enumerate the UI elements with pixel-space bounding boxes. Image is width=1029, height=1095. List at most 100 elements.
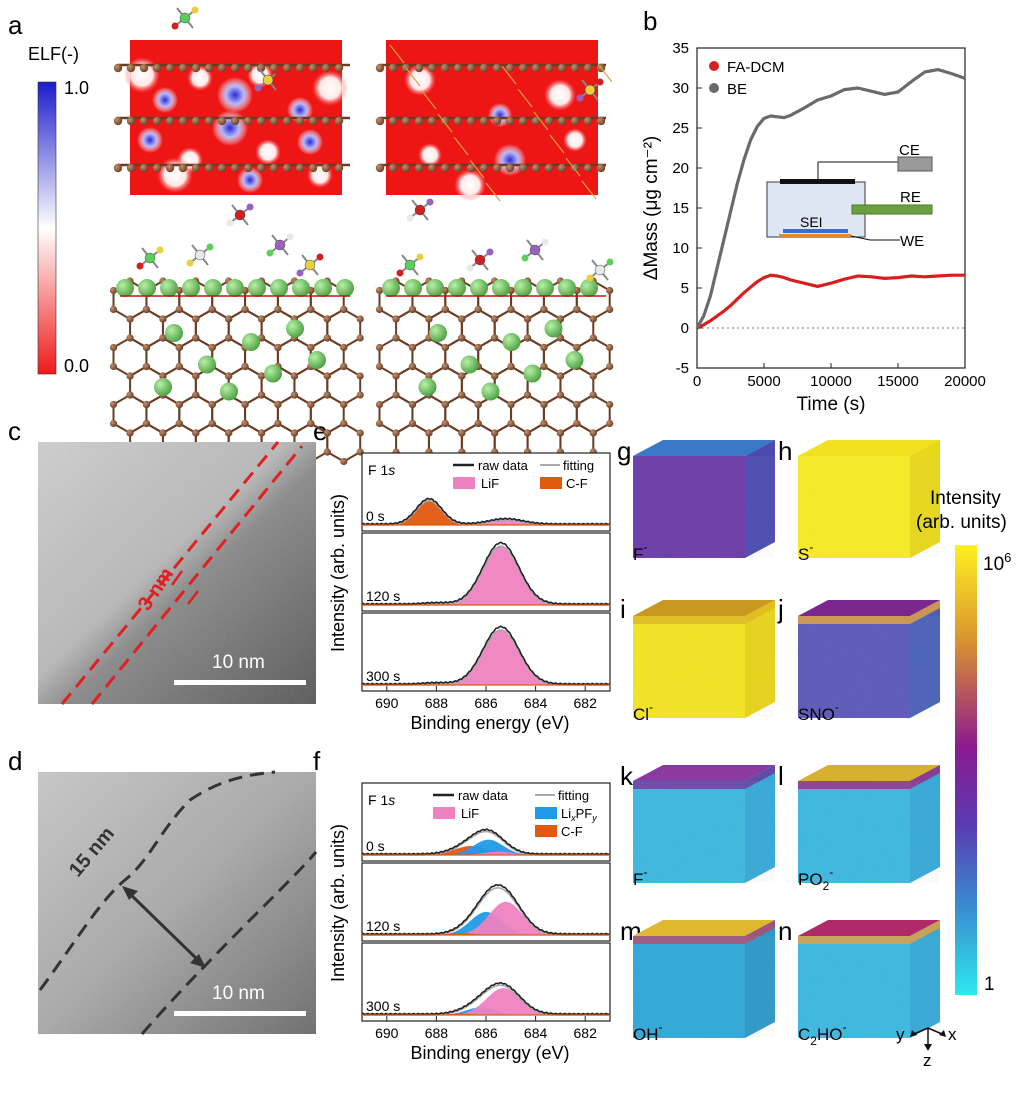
panel-label-l: l [778,761,784,791]
xps-component-lif [362,988,610,1015]
panel-e-xps: 0 s 120 s 300 s 690 688 686 684 682 Binding ener… [328,452,611,733]
sei-boundary-inner-d [140,851,318,1035]
xps-xtick: 686 [474,695,498,711]
xps-legend-raw: raw data [458,788,509,803]
xps-component-lif [362,851,610,855]
xps-component-c-f [362,500,610,525]
sei-boundary-outer [60,441,280,705]
chart-b-ytick: 20 [672,160,689,177]
panel-label-a: a [8,10,23,40]
chart-b-legend-label: FA-DCM [727,59,785,76]
xps-title: F 1s [368,792,395,808]
chart-b-xtick: 5000 [747,373,780,390]
chart-b-xlabel: Time (s) [797,394,866,415]
tof-colorbar-title: Intensity [930,488,1001,509]
xps-xtick: 688 [425,1025,449,1041]
chart-b-ytick: -5 [676,360,689,377]
chart-b-xtick: 10000 [810,373,852,390]
xps-time-label: 120 s [366,588,400,604]
xps-component-lixpfy [362,839,610,855]
tof-cube-label-i: Cl- [633,700,653,724]
xps-time-label: 0 s [366,508,385,524]
elf-colorbar-title: ELF(-) [28,44,79,64]
xps-raw-line [361,981,611,1016]
panel-label-g: g [617,436,631,466]
xps-component-lif [362,630,610,685]
tof-cube-n: C2HO- [798,920,940,1048]
sei-boundary-outer-d [38,770,276,991]
tof-cube-label-j: SNO- [798,700,839,724]
xps-xtick: 684 [524,695,548,711]
inset-label-we: WE [900,233,924,250]
panel-label-b: b [643,6,657,36]
chart-b-xtick: 0 [693,373,701,390]
xps-xlabel: Binding energy (eV) [410,1043,569,1063]
tof-cube-label-m: OH- [633,1020,663,1044]
scale-bar-label-c: 10 nm [212,652,265,673]
axis-x-label: x [948,1025,957,1044]
tof-cube-i: Cl- [633,600,775,724]
xps-raw-line [361,883,611,936]
chart-b-xtick: 15000 [877,373,919,390]
tof-cube-k: F- [633,765,775,889]
tof-cube-g: F- [633,440,775,564]
chart-b-ytick: 5 [681,280,689,297]
xps-raw-line [361,828,611,856]
panel-label-d: d [8,746,22,776]
xps-title: F 1s [368,462,395,478]
xps-legend-fitting: fitting [558,788,589,803]
xps-xtick: 686 [474,1025,498,1041]
xps-ylabel: Intensity (arb. units) [328,824,348,982]
tof-cube-l: PO2- [798,765,940,893]
tof-cube-label-n: C2HO- [798,1020,846,1048]
panel-label-h: h [778,436,792,466]
chart-b-series-be [695,68,966,329]
inset-label-sei: SEI [800,214,823,230]
chart-b-ytick: 35 [672,40,689,57]
scale-bar-label-d: 10 nm [212,983,265,1004]
panel-label-k: k [620,761,634,791]
panel-label-j: j [777,594,784,624]
chart-b-ytick: 30 [672,80,689,97]
panel-label-e: e [313,416,327,446]
thickness-arrow-d [126,890,202,964]
xps-time-label: 120 s [366,918,400,934]
xps-subplot-frame [361,452,611,532]
chart-b-legend-label: BE [727,81,747,98]
chart-b-ytick: 10 [672,240,689,257]
axis-z-label: z [923,1051,932,1070]
xps-time-label: 0 s [366,838,385,854]
xps-legend-lif: LiF [481,476,499,491]
xps-legend-cf: C-F [566,476,588,491]
axes-triad: y x z [896,1025,957,1070]
panel-f-xps: 0 s 120 s 300 s 690 688 686 684 682 Binding ener… [328,782,611,1063]
xps-legend-raw: raw data [478,458,529,473]
xps-legend-cf: C-F [561,824,583,839]
tof-cube-h: S- [798,440,940,564]
xps-raw-line [361,625,611,686]
xps-legend-fitting: fitting [563,458,594,473]
xps-xtick: 690 [375,695,399,711]
chart-b-legend-marker [709,83,719,93]
xps-xtick: 682 [574,695,598,711]
chart-b-ytick: 15 [672,200,689,217]
chart-b-legend-marker [709,61,719,71]
tof-cube-m: OH- [633,920,775,1044]
elf-colorbar [37,81,57,375]
tof-colorbar-max: 106 [983,550,1011,575]
tof-sims-cubes: F- S- Cl- SNO- F- PO2- OH- C2HO- [633,440,940,1048]
xps-time-label: 300 s [366,668,400,684]
xps-xtick: 688 [425,695,449,711]
xps-ylabel: Intensity (arb. units) [328,494,348,652]
chart-b-ytick: 25 [672,120,689,137]
xps-xtick: 684 [524,1025,548,1041]
chart-b-inset-cell: CE RE SEI WE [766,142,933,250]
tof-colorbar-group: Intensity (arb. units) 106 1 [916,488,1011,995]
tof-colorbar-min: 1 [984,974,995,995]
xps-xlabel: Binding energy (eV) [410,713,569,733]
scale-bar-d [174,1011,306,1016]
xps-raw-line [361,497,611,526]
xps-xtick: 690 [375,1025,399,1041]
